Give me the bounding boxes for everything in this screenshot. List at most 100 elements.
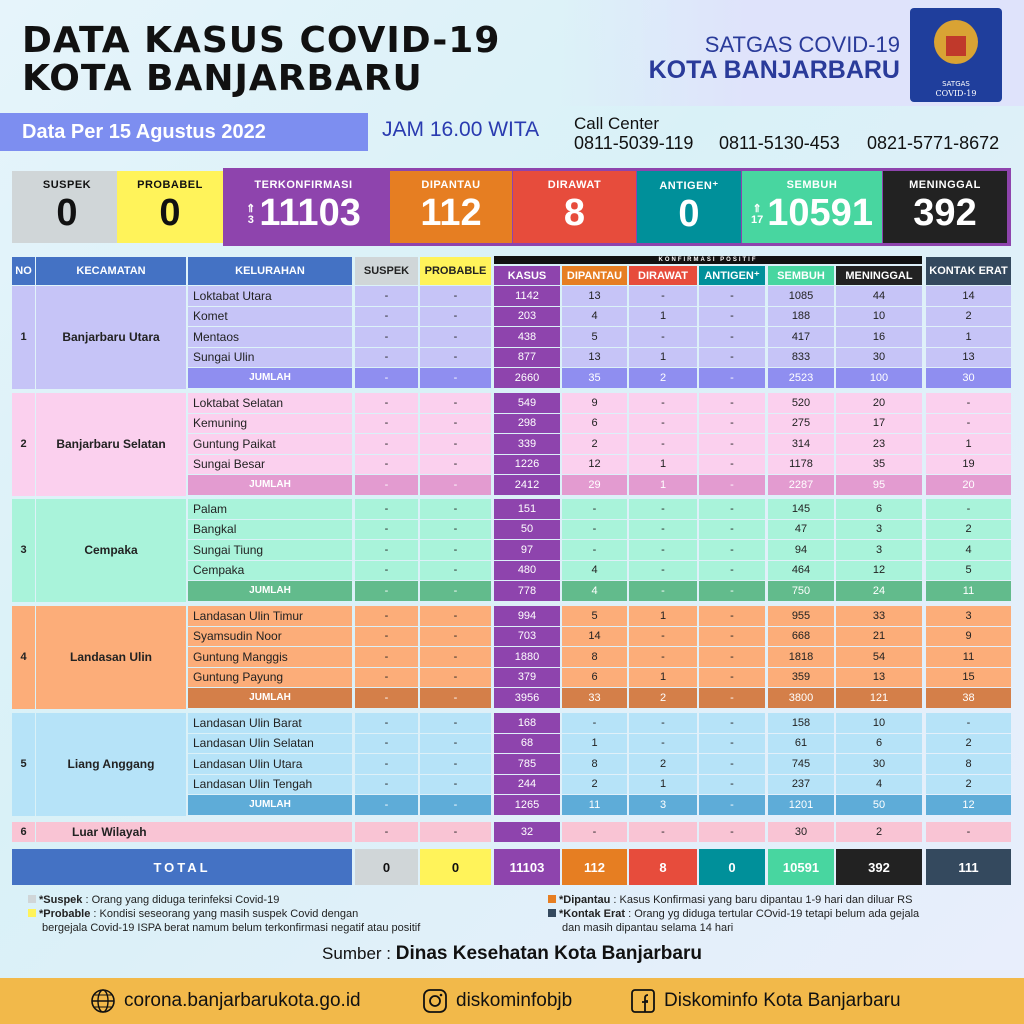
legend-def: : Orang yang diduga terinfeksi Covid-19 xyxy=(82,894,280,906)
table-cell: 17 xyxy=(836,413,922,433)
jumlah-cell: 2 xyxy=(629,688,697,708)
jumlah-cell: - xyxy=(355,475,418,495)
jumlah-cell: 33 xyxy=(562,688,627,708)
globe-icon xyxy=(91,989,115,1013)
table-cell: 668 xyxy=(768,626,834,646)
table-cell: 54 xyxy=(836,647,922,667)
jumlah-cell: 3800 xyxy=(768,688,834,708)
table-cell: - xyxy=(355,327,418,347)
table-cell: 30 xyxy=(768,822,834,842)
jumlah-cell: 11 xyxy=(562,795,627,815)
summary-card-terkonfirmasi: TERKONFIRMASI ⇑ 3 11103 xyxy=(226,171,381,243)
arrow-up-icon: ⇑ xyxy=(246,202,256,215)
table-cell: - xyxy=(562,713,627,733)
jumlah-label: JUMLAH xyxy=(188,688,352,708)
table-cell: 6 xyxy=(836,733,922,753)
kelurahan-name: Sungai Ulin xyxy=(188,347,352,367)
group-number: 2 xyxy=(12,393,35,496)
kelurahan-name: Landasan Ulin Selatan xyxy=(188,733,352,753)
phone-1[interactable]: 0811-5039-119 xyxy=(574,133,694,153)
summary-card-suspek: SUSPEK 0 xyxy=(12,171,122,243)
jumlah-cell: 778 xyxy=(494,581,560,601)
table-cell: 438 xyxy=(494,327,560,347)
group-number: 4 xyxy=(12,606,35,709)
table-cell: - xyxy=(926,713,1011,733)
table-cell: 1 xyxy=(629,306,697,326)
table-cell: - xyxy=(926,499,1011,519)
table-cell: 97 xyxy=(494,540,560,560)
table-cell: - xyxy=(629,327,697,347)
column-header-no: NO xyxy=(12,257,35,285)
table-cell: 833 xyxy=(768,347,834,367)
table-cell: 1 xyxy=(629,454,697,474)
instagram-icon xyxy=(423,989,447,1013)
footer-website[interactable]: corona.banjarbarukota.go.id xyxy=(90,988,361,1014)
table-cell: 417 xyxy=(768,327,834,347)
table-cell: - xyxy=(629,626,697,646)
total-cell: 10591 xyxy=(768,849,834,885)
facebook-page[interactable]: Diskominfo Kota Banjarbaru xyxy=(664,990,901,1011)
table-cell: - xyxy=(355,606,418,626)
table-cell: - xyxy=(355,393,418,413)
table-cell: - xyxy=(355,667,418,687)
arrow-up-icon: ⇑ xyxy=(752,202,762,215)
kelurahan-name: Palam xyxy=(188,499,352,519)
table-cell: 3 xyxy=(836,540,922,560)
kecamatan-name: Liang Anggang xyxy=(36,713,186,816)
kecamatan-name: Luar Wilayah xyxy=(36,822,352,842)
table-cell: - xyxy=(420,733,491,753)
table-cell: - xyxy=(699,347,765,367)
table-cell: 151 xyxy=(494,499,560,519)
instagram-handle[interactable]: diskominfobjb xyxy=(456,990,573,1011)
jumlah-cell: - xyxy=(355,795,418,815)
table-cell: 1 xyxy=(926,327,1011,347)
table-cell: - xyxy=(699,733,765,753)
summary-label: DIPANTAU xyxy=(421,179,481,191)
kelurahan-name: Guntung Manggis xyxy=(188,647,352,667)
jumlah-cell: 2287 xyxy=(768,475,834,495)
jumlah-cell: 1201 xyxy=(768,795,834,815)
table-cell: 1 xyxy=(562,733,627,753)
jumlah-cell: 750 xyxy=(768,581,834,601)
source-label: Sumber : xyxy=(322,944,396,963)
table-cell: 4 xyxy=(926,540,1011,560)
table-cell: - xyxy=(699,434,765,454)
kelurahan-name: Guntung Paikat xyxy=(188,434,352,454)
table-cell: - xyxy=(699,393,765,413)
jumlah-cell: - xyxy=(355,581,418,601)
table-cell: 13 xyxy=(926,347,1011,367)
summary-card-probabel: PROBABEL 0 xyxy=(117,171,223,243)
column-header-kasus: KASUS xyxy=(494,266,560,285)
table-cell: 298 xyxy=(494,413,560,433)
phone-2[interactable]: 0811-5130-453 xyxy=(719,133,840,153)
jumlah-cell: 100 xyxy=(836,368,922,388)
table-cell: - xyxy=(699,606,765,626)
table-cell: - xyxy=(926,413,1011,433)
footer-instagram[interactable]: diskominfobjb xyxy=(422,988,572,1014)
summary-card-antigen: ANTIGEN⁺ 0 xyxy=(637,171,741,243)
org-line2: KOTA BANJARBARU xyxy=(648,56,900,84)
total-cell: 0 xyxy=(420,849,491,885)
table-cell: - xyxy=(420,754,491,774)
table-cell: 244 xyxy=(494,774,560,794)
table-cell: - xyxy=(355,306,418,326)
table-cell: 30 xyxy=(836,754,922,774)
table-cell: - xyxy=(629,413,697,433)
jumlah-cell: 38 xyxy=(926,688,1011,708)
jumlah-cell: 24 xyxy=(836,581,922,601)
website-link[interactable]: corona.banjarbarukota.go.id xyxy=(124,990,361,1011)
table-cell: 2 xyxy=(562,434,627,454)
footer-facebook[interactable]: Diskominfo Kota Banjarbaru xyxy=(630,988,901,1014)
kelurahan-name: Landasan Ulin Timur xyxy=(188,606,352,626)
value-text: 10591 xyxy=(767,192,873,234)
table-cell: - xyxy=(629,822,697,842)
total-cell: 8 xyxy=(629,849,697,885)
phone-3[interactable]: 0821-5771-8672 xyxy=(867,133,1000,153)
kelurahan-name: Loktabat Selatan xyxy=(188,393,352,413)
table-cell: - xyxy=(420,774,491,794)
table-cell: - xyxy=(562,540,627,560)
table-cell: - xyxy=(420,434,491,454)
summary-card-sembuh: SEMBUH ⇑ 17 10591 xyxy=(742,171,882,243)
table-cell: 1085 xyxy=(768,286,834,306)
total-cell: 392 xyxy=(836,849,922,885)
